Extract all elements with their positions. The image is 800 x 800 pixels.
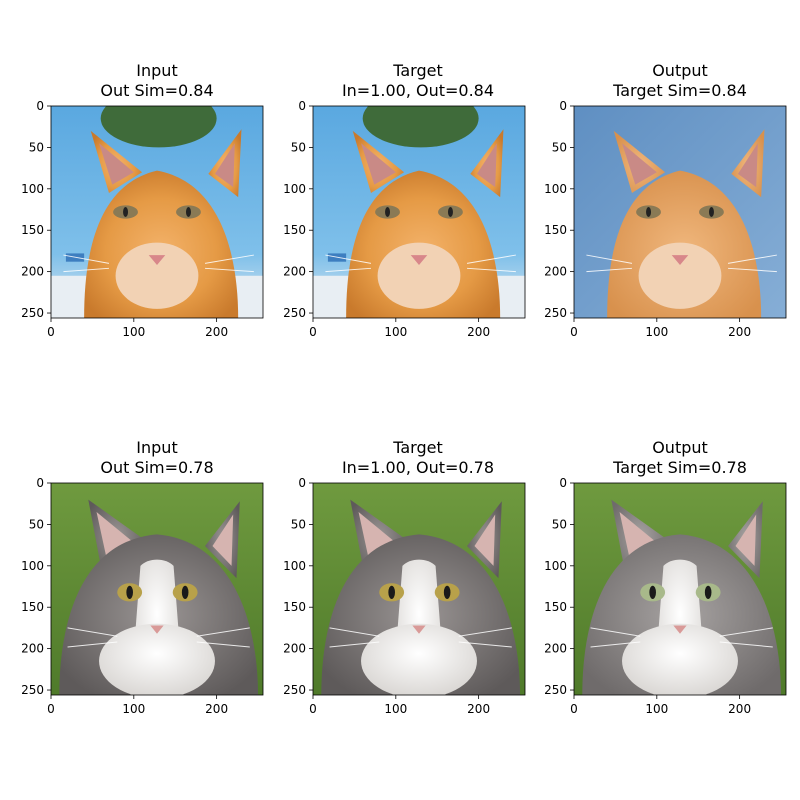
axes-frame — [312, 482, 526, 696]
y-tick-label: 250 — [283, 306, 306, 320]
y-tick-label: 0 — [559, 99, 567, 113]
y-tick-label: 100 — [283, 182, 306, 196]
y-tick-label: 100 — [21, 559, 44, 573]
y-tick-label: 250 — [283, 683, 306, 697]
y-tick-label: 0 — [36, 99, 44, 113]
orange-cat-target-image — [313, 106, 525, 318]
y-tick-label: 150 — [21, 223, 44, 237]
y-tick-label: 200 — [544, 265, 567, 279]
axes-frame — [573, 105, 787, 319]
y-tick-label: 200 — [283, 642, 306, 656]
y-tick-label: 0 — [36, 476, 44, 490]
y-tick-label: 0 — [298, 99, 306, 113]
x-tick-label: 200 — [728, 325, 751, 339]
y-tick-label: 100 — [544, 559, 567, 573]
y-tick-label: 0 — [559, 476, 567, 490]
x-tick-label: 100 — [122, 702, 145, 716]
y-tick-label: 50 — [291, 140, 306, 154]
x-tick-label: 200 — [467, 702, 490, 716]
x-tick-label: 0 — [309, 325, 317, 339]
panel-title-input-row2: Input Out Sim=0.78 — [100, 438, 214, 477]
panel-title-output-row2: Output Target Sim=0.78 — [613, 438, 747, 477]
y-tick-label: 250 — [21, 683, 44, 697]
x-tick-label: 0 — [570, 702, 578, 716]
x-tick-label: 0 — [309, 702, 317, 716]
y-tick-label: 150 — [283, 223, 306, 237]
x-tick-label: 100 — [645, 702, 668, 716]
y-tick-label: 150 — [283, 600, 306, 614]
y-tick-label: 50 — [552, 140, 567, 154]
x-tick-label: 100 — [384, 702, 407, 716]
axes-frame — [50, 482, 264, 696]
y-tick-label: 200 — [283, 265, 306, 279]
y-tick-label: 250 — [21, 306, 44, 320]
x-tick-label: 200 — [728, 702, 751, 716]
y-tick-label: 250 — [544, 683, 567, 697]
x-tick-label: 200 — [205, 702, 228, 716]
y-tick-label: 150 — [21, 600, 44, 614]
y-tick-label: 50 — [29, 517, 44, 531]
panel-title-target-row2: Target In=1.00, Out=0.78 — [341, 438, 495, 477]
grey-cat-target-image — [313, 483, 525, 695]
axes-frame — [312, 105, 526, 319]
y-tick-label: 200 — [21, 265, 44, 279]
y-tick-label: 0 — [298, 476, 306, 490]
y-tick-label: 250 — [544, 306, 567, 320]
y-tick-label: 150 — [544, 223, 567, 237]
x-tick-label: 0 — [47, 702, 55, 716]
y-tick-label: 100 — [21, 182, 44, 196]
x-tick-label: 0 — [570, 325, 578, 339]
axes-frame — [50, 105, 264, 319]
y-tick-label: 150 — [544, 600, 567, 614]
x-tick-label: 200 — [205, 325, 228, 339]
x-tick-label: 100 — [384, 325, 407, 339]
y-tick-label: 50 — [29, 140, 44, 154]
x-tick-label: 0 — [47, 325, 55, 339]
panel-title-target-row1: Target In=1.00, Out=0.84 — [341, 61, 495, 100]
orange-cat-output-image — [574, 106, 786, 318]
orange-cat-input-image — [51, 106, 263, 318]
y-tick-label: 100 — [544, 182, 567, 196]
axes-frame — [573, 482, 787, 696]
y-tick-label: 200 — [21, 642, 44, 656]
y-tick-label: 50 — [291, 517, 306, 531]
y-tick-label: 200 — [544, 642, 567, 656]
panel-title-output-row1: Output Target Sim=0.84 — [613, 61, 747, 100]
y-tick-label: 50 — [552, 517, 567, 531]
x-tick-label: 100 — [645, 325, 668, 339]
x-tick-label: 100 — [122, 325, 145, 339]
grey-cat-input-image — [51, 483, 263, 695]
x-tick-label: 200 — [467, 325, 490, 339]
y-tick-label: 100 — [283, 559, 306, 573]
grey-cat-output-image — [574, 483, 786, 695]
panel-title-input-row1: Input Out Sim=0.84 — [100, 61, 214, 100]
